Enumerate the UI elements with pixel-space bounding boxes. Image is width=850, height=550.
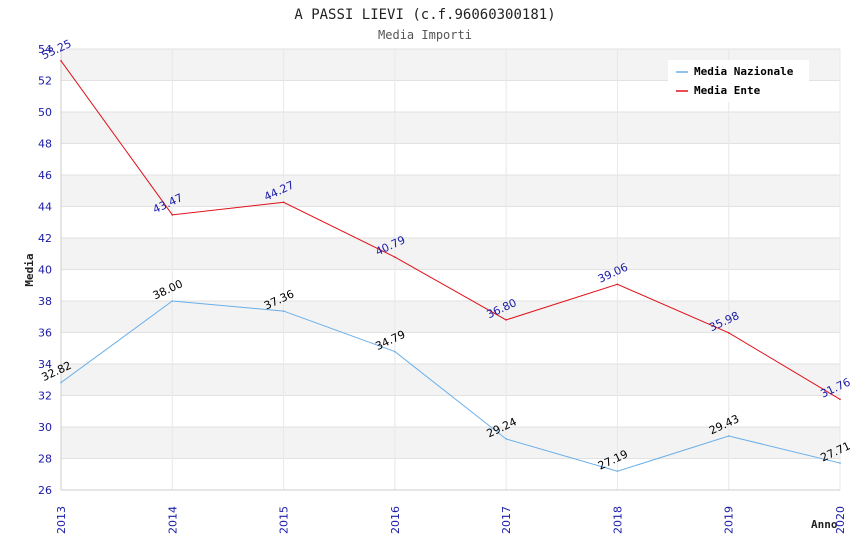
legend-label-media-nazionale: Media Nazionale [694,65,794,78]
x-tick-label: 2014 [166,506,179,534]
series-line-media-nazionale [60,300,841,472]
y-tick-label: 26 [38,484,52,497]
y-tick-label: 40 [38,264,52,277]
y-tick-label: 36 [38,327,52,340]
data-point [839,462,841,464]
grid-band [61,301,840,333]
x-tick-label: 2019 [723,506,736,534]
y-axis-ticks: 26 28 30 32 34 36 38 40 42 44 46 48 50 52 54 [38,43,52,497]
data-point [60,60,62,62]
series-lines [60,60,841,473]
x-tick-label: 2013 [55,506,68,534]
grid-lines [60,48,841,491]
x-axis-label: Anno [811,518,838,531]
y-tick-label: 52 [38,75,52,88]
grid-band [61,364,840,396]
data-point [60,381,62,384]
data-point [505,438,507,440]
data-point [282,310,285,312]
data-point [616,283,619,286]
grid-band [61,206,840,238]
plot-background [61,49,840,490]
grid-band [61,458,840,490]
x-tick-label: 2015 [278,506,291,534]
y-tick-label: 42 [38,232,52,245]
data-point [727,332,730,334]
data-point [394,256,396,258]
x-axis-ticks: 2013 2014 2015 2016 2017 2018 2019 2020 [55,506,847,534]
grid-band [61,395,840,427]
legend-label-media-ente: Media Ente [694,84,761,97]
grid-band [61,238,840,270]
legend-box [668,60,809,102]
grid-band [61,143,840,175]
legend: Media Nazionale Media Ente [668,60,809,102]
x-tick-label: 2016 [389,506,402,534]
data-point [839,398,841,401]
x-tick-label: 2018 [611,506,624,534]
y-tick-label: 34 [38,358,52,371]
y-tick-label: 48 [38,138,52,151]
y-tick-label: 46 [38,169,52,182]
data-point [171,214,174,216]
y-tick-label: 54 [38,43,52,56]
y-tick-label: 28 [38,453,52,466]
x-tick-label: 2017 [500,506,513,534]
y-tick-label: 38 [38,295,52,308]
chart-title: A PASSI LIEVI (c.f.96060300181) [294,7,555,23]
data-point [616,470,619,473]
grid-band [61,269,840,301]
series-line-media-ente [60,60,841,400]
y-axis-label: Media [23,253,36,286]
grid-band [61,427,840,459]
chart-subtitle: Media Importi [378,28,472,42]
grid-band [61,175,840,207]
grid-band [61,332,840,364]
data-point [727,435,730,437]
y-tick-label: 32 [38,390,52,403]
data-point [505,319,507,321]
data-point [394,350,396,353]
y-tick-label: 30 [38,421,52,434]
data-point [171,300,174,302]
data-point [282,201,285,204]
y-tick-label: 44 [38,201,52,214]
y-tick-label: 50 [38,106,52,119]
x-tick-label: 2020 [834,506,847,534]
grid-band [61,112,840,144]
